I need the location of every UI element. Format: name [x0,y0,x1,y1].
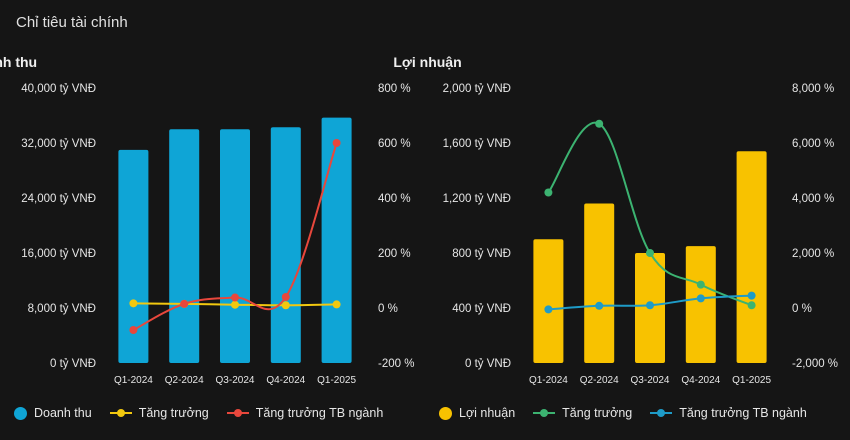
line-point [281,301,290,310]
legend-swatch [109,409,132,417]
y-axis-right-tick-label: -2,000 % [792,358,838,370]
revenue-chart-panel: 0 tỷ VNĐ 8,000 tỷ VNĐ 16,000 tỷ VNĐ 24,000 … [0,40,425,440]
legend-label: Tăng trưởng [562,406,633,420]
page-title: Chỉ tiêu tài chính [16,14,128,31]
line-point [646,249,654,257]
line-point [747,291,756,300]
series-line [547,121,752,307]
legend-item-industry-growth[interactable]: Tăng trưởng TB ngành [226,406,384,420]
line-point [544,305,553,314]
bar [584,203,615,363]
line-point [129,299,138,308]
bar [321,117,352,363]
x-axis-tick-label: Q4-2024 [266,375,305,386]
y-axis-right-tick-label: 4,000 % [792,193,834,205]
y-axis-left-tick-label: 24,000 tỷ VNĐ [21,193,96,205]
x-axis-tick-label: Q4-2024 [681,375,720,386]
y-axis-left-tick-label: 800 tỷ VNĐ [452,248,511,260]
y-axis-left-tick-label: 2,000 tỷ VNĐ [443,83,511,95]
y-axis-left-tick-label: 0 tỷ VNĐ [50,358,96,370]
bar [220,129,250,363]
legend-label: Lợi nhuận [459,406,516,420]
legend-label: Tăng trưởng [138,406,209,420]
line-point [231,300,239,309]
line-point [129,326,138,334]
y-axis-right-tick-label: 600 % [378,138,411,150]
y-axis-left-tick-label: 1,200 tỷ VNĐ [443,193,511,205]
y-axis-left-tick-label: 40,000 tỷ VNĐ [21,83,96,95]
x-axis-tick-label: Q1-2024 [114,375,153,386]
bar [118,149,149,363]
legend-item-industry-growth[interactable]: Tăng trưởng TB ngành [650,406,807,420]
line-point [595,301,604,310]
y-axis-right-tick-label: 6,000 % [792,138,834,150]
bar [169,129,200,363]
x-axis-tick-label: Q1-2024 [529,375,568,386]
y-axis-right-tick-label: 800 % [378,83,411,95]
bar [736,151,767,363]
legend-swatch [14,406,27,420]
legend-item-growth[interactable]: Tăng trưởng [109,406,209,420]
profit-chart-panel: 0 tỷ VNĐ 400 tỷ VNĐ 800 tỷ VNĐ 1,200 tỷ VNĐ… [393,40,850,440]
revenue-chart: 0 tỷ VNĐ 8,000 tỷ VNĐ 16,000 tỷ VNĐ 24,000 … [21,83,414,386]
legend-item-growth[interactable]: Tăng trưởng [533,406,632,420]
y-axis-left-tick-label: 400 tỷ VNĐ [452,303,511,315]
y-axis-right-tick-label: 2,000 % [792,248,834,260]
bar [685,246,716,363]
bar [533,239,564,363]
profit-legend: Lợi nhuận Tăng trưởng Tăng trưởng TB ngà… [439,406,807,420]
y-axis-right-tick-label: 200 % [378,248,411,260]
x-axis-tick-label: Q3-2024 [631,375,670,386]
revenue-legend: Doanh thu Tăng trưởng Tăng trưởng TB ngà… [14,406,383,420]
legend-item-profit[interactable]: Lợi nhuận [439,406,515,420]
chart-title: Doanh thu [0,54,38,70]
chart-title: Lợi nhuận [393,54,462,70]
legend-swatch [650,409,673,417]
y-axis-left-tick-label: 8,000 tỷ VNĐ [28,303,96,315]
line-point [696,280,705,289]
line-point [747,301,756,310]
legend-label: Tăng trưởng TB ngành [255,406,384,420]
x-axis-tick-label: Q1-2025 [317,375,356,386]
legend-label: Tăng trưởng TB ngành [679,406,807,420]
y-axis-left-tick-label: 1,600 tỷ VNĐ [443,138,511,150]
y-axis-left-tick-label: 0 tỷ VNĐ [465,358,511,370]
x-axis-tick-label: Q2-2024 [580,375,619,386]
series-line [132,142,338,331]
y-axis-left-tick-label: 16,000 tỷ VNĐ [21,248,96,260]
line-point [180,299,189,308]
legend-item-revenue[interactable]: Doanh thu [14,406,92,420]
y-axis-right-tick-label: 400 % [378,193,411,205]
line-point [231,293,239,302]
line-point [544,188,553,197]
x-axis-tick-label: Q3-2024 [216,375,255,386]
line-point [595,119,604,128]
x-axis-tick-label: Q2-2024 [165,375,204,386]
line-point [281,293,290,301]
profit-chart: 0 tỷ VNĐ 400 tỷ VNĐ 800 tỷ VNĐ 1,200 tỷ VNĐ… [443,83,838,386]
y-axis-right-tick-label: -200 % [378,358,414,370]
line-point [332,300,341,309]
legend-label: Doanh thu [34,406,92,420]
y-axis-right-tick-label: 0 % [378,303,398,315]
bar [270,127,301,363]
legend-swatch [226,409,249,417]
y-axis-right-tick-label: 8,000 % [792,83,834,95]
y-axis-right-tick-label: 0 % [792,303,812,315]
line-point [696,294,705,303]
line-point [646,301,654,310]
y-axis-left-tick-label: 32,000 tỷ VNĐ [21,138,96,150]
line-point [332,139,341,147]
legend-swatch [533,409,556,417]
legend-swatch [439,406,452,420]
x-axis-tick-label: Q1-2025 [732,375,771,386]
